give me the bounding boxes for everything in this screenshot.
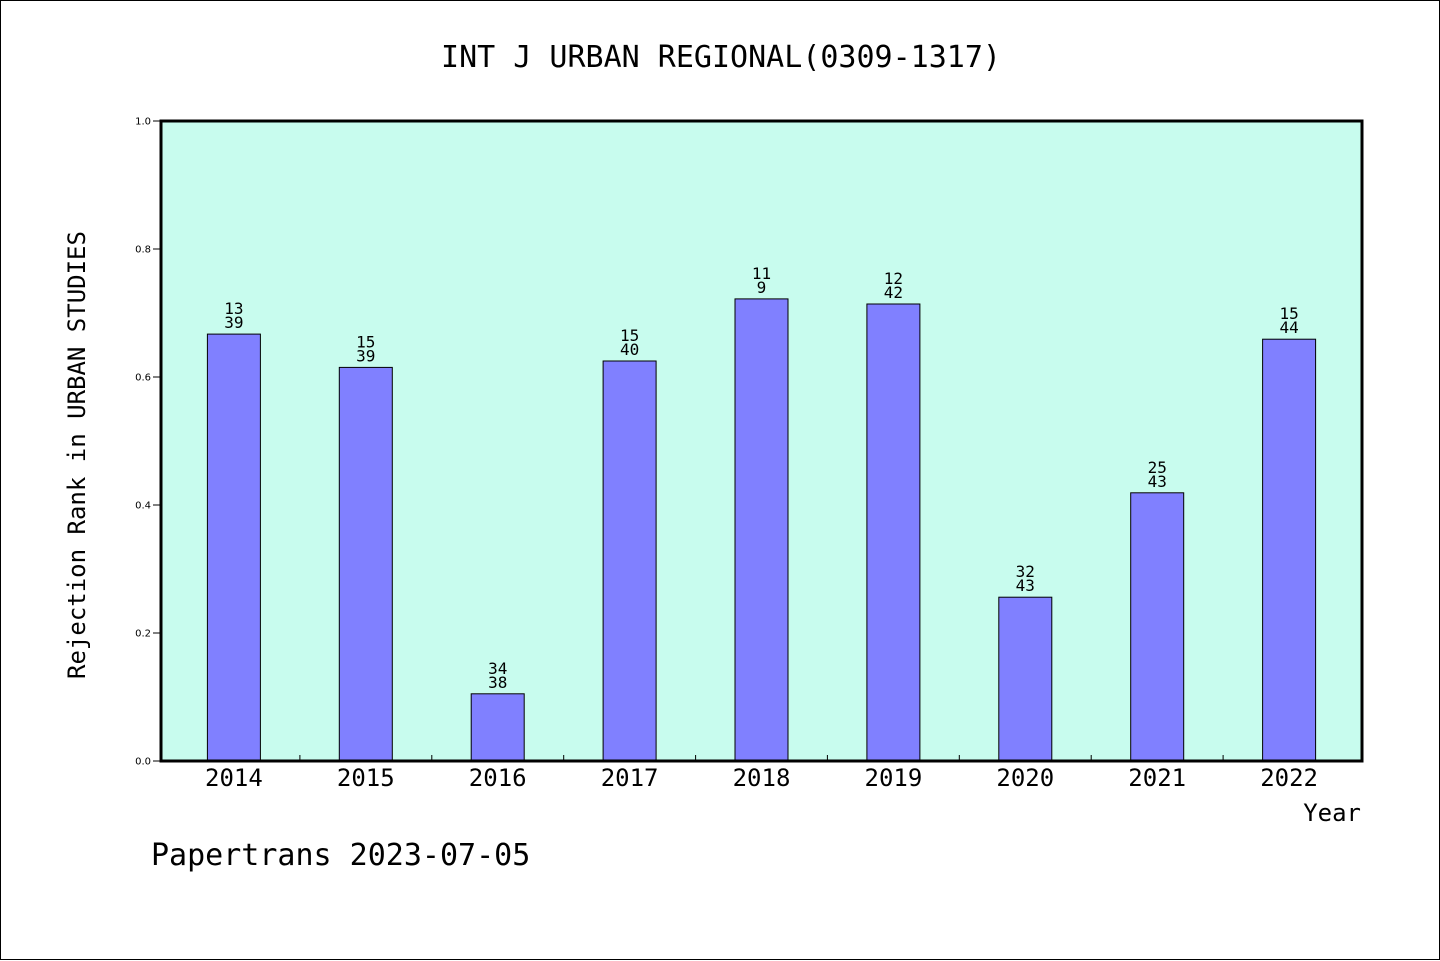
y-tick-label-1.0: 1.0 <box>135 117 151 128</box>
x-tick-label-2020: 2020 <box>996 764 1054 792</box>
data-label-top-2014: 13 <box>224 299 243 318</box>
data-label-top-2015: 15 <box>356 332 375 351</box>
data-label-top-2017: 15 <box>620 326 639 345</box>
bar-2021 <box>1130 492 1185 762</box>
data-label-bottom-2019: 42 <box>884 283 903 302</box>
y-axis: 0.0 0.2 0.4 0.6 0.8 1.0 <box>135 117 161 768</box>
chart-title: INT J URBAN REGIONAL(0309-1317) <box>441 40 1001 75</box>
data-label-bottom-2014: 39 <box>224 313 243 332</box>
x-tick-label-2018: 2018 <box>733 764 791 792</box>
bar-2017 <box>602 360 657 762</box>
data-label-top-2019: 12 <box>884 269 903 288</box>
bar-2020 <box>998 596 1053 762</box>
x-tick-label-2016: 2016 <box>469 764 527 792</box>
data-label-bottom-2015: 39 <box>356 346 375 365</box>
x-tick-label-2015: 2015 <box>337 764 395 792</box>
y-tick-label-0.2: 0.2 <box>135 629 151 640</box>
bar-2015 <box>338 366 393 762</box>
x-tick-label-2021: 2021 <box>1128 764 1186 792</box>
data-label-top-2020: 32 <box>1016 562 1035 581</box>
data-label-bottom-2020: 43 <box>1016 576 1035 595</box>
bar-2019 <box>866 303 921 762</box>
bar-2014 <box>206 333 261 762</box>
plot-frame <box>159 119 1364 763</box>
x-tick-label-2017: 2017 <box>601 764 659 792</box>
data-label-bottom-2016: 38 <box>488 673 507 692</box>
data-label-top-2018: 11 <box>752 264 771 283</box>
data-label-bottom-2021: 43 <box>1148 472 1167 491</box>
data-label-bottom-2022: 44 <box>1279 318 1298 337</box>
x-tick-label-2022: 2022 <box>1260 764 1318 792</box>
x-tick-label-2014: 2014 <box>205 764 263 792</box>
data-label-bottom-2018: 9 <box>757 278 767 297</box>
y-axis-label: Rejection Rank in URBAN STUDIES <box>63 231 91 679</box>
data-label-bottom-2017: 40 <box>620 340 639 359</box>
bar-2018 <box>734 298 789 762</box>
x-axis-label: Year <box>1303 799 1361 827</box>
data-label-top-2021: 25 <box>1148 458 1167 477</box>
x-tick-label-2019: 2019 <box>865 764 923 792</box>
y-tick-label-0.0: 0.0 <box>135 757 151 768</box>
footer-text: Papertrans 2023-07-05 <box>151 838 530 873</box>
y-tick-label-0.4: 0.4 <box>135 501 151 512</box>
x-axis: 2014 2015 2016 2017 2018 2019 2020 2021 2022 <box>205 755 1318 792</box>
bars-layer <box>206 298 1317 762</box>
y-tick-label-0.8: 0.8 <box>135 245 151 256</box>
y-tick-label-0.6: 0.6 <box>135 373 151 384</box>
bar-2016 <box>470 693 525 762</box>
data-label-top-2022: 15 <box>1279 304 1298 323</box>
data-label-top-2016: 34 <box>488 659 507 678</box>
bar-2022 <box>1262 338 1317 762</box>
